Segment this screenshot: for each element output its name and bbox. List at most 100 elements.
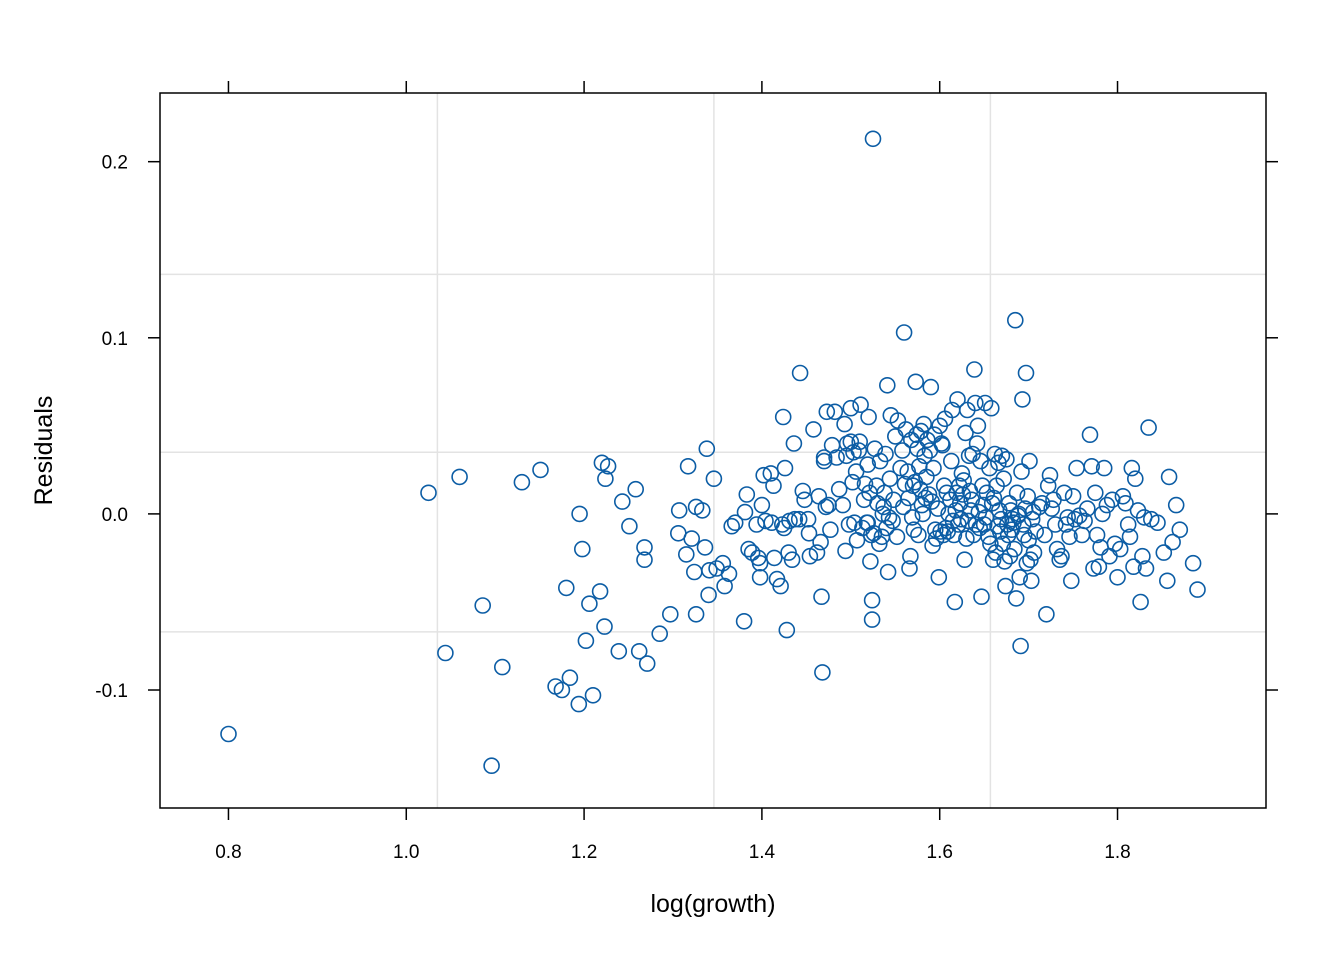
data-point-174 bbox=[910, 526, 927, 544]
data-point-126 bbox=[859, 456, 877, 473]
data-point-314 bbox=[1055, 484, 1073, 502]
data-point-360 bbox=[1167, 496, 1185, 514]
data-point-298 bbox=[1023, 510, 1041, 528]
data-point-47 bbox=[705, 470, 723, 488]
data-point-293 bbox=[1019, 487, 1036, 505]
data-point-54 bbox=[735, 612, 753, 630]
data-point-325 bbox=[1079, 500, 1096, 517]
data-point-18 bbox=[584, 686, 602, 704]
data-point-324 bbox=[1076, 512, 1093, 530]
data-point-286 bbox=[1013, 463, 1030, 480]
data-point-10 bbox=[553, 681, 571, 699]
data-point-79 bbox=[783, 551, 801, 569]
data-point-342 bbox=[1117, 494, 1134, 512]
data-point-81 bbox=[786, 510, 804, 528]
data-point-84 bbox=[794, 482, 812, 500]
data-point-200 bbox=[934, 526, 952, 544]
data-point-169 bbox=[905, 521, 923, 539]
data-point-181 bbox=[916, 447, 933, 465]
data-point-22 bbox=[597, 470, 614, 488]
data-point-301 bbox=[1027, 523, 1044, 540]
data-point-330 bbox=[1088, 526, 1106, 544]
data-point-281 bbox=[1008, 484, 1026, 502]
y-tick-label-3: 0.2 bbox=[102, 153, 128, 174]
data-point-98 bbox=[818, 403, 836, 421]
data-point-284 bbox=[1011, 568, 1029, 586]
data-point-212 bbox=[946, 593, 964, 611]
data-point-51 bbox=[720, 565, 738, 583]
data-point-295 bbox=[1021, 452, 1038, 470]
data-point-164 bbox=[901, 560, 918, 577]
x-tick-label-0: 0.8 bbox=[215, 842, 241, 863]
data-point-171 bbox=[907, 373, 925, 391]
data-point-346 bbox=[1125, 558, 1142, 576]
data-point-264 bbox=[993, 447, 1011, 465]
data-point-306 bbox=[1039, 477, 1057, 495]
data-point-55 bbox=[736, 503, 754, 521]
data-point-87 bbox=[800, 524, 818, 542]
data-point-26 bbox=[621, 517, 638, 535]
data-point-307 bbox=[1041, 466, 1059, 484]
data-point-66 bbox=[762, 465, 780, 482]
data-point-96 bbox=[815, 452, 833, 470]
data-point-97 bbox=[817, 498, 835, 516]
data-point-36 bbox=[677, 546, 695, 563]
data-point-251 bbox=[982, 535, 999, 553]
data-point-138 bbox=[870, 535, 888, 553]
data-point-100 bbox=[822, 521, 839, 539]
data-point-250 bbox=[981, 459, 998, 477]
data-point-24 bbox=[610, 642, 628, 660]
data-point-272 bbox=[1000, 494, 1018, 512]
data-point-219 bbox=[952, 510, 970, 528]
data-point-220 bbox=[953, 465, 971, 482]
data-point-154 bbox=[888, 528, 906, 546]
data-point-144 bbox=[877, 445, 894, 463]
x-tick-label-1: 1.0 bbox=[393, 842, 419, 863]
data-point-107 bbox=[837, 542, 854, 560]
data-point-187 bbox=[922, 378, 940, 396]
data-point-92 bbox=[812, 533, 829, 551]
data-point-41 bbox=[687, 605, 705, 623]
data-point-104 bbox=[830, 480, 848, 498]
data-point-11 bbox=[557, 579, 575, 597]
data-point-327 bbox=[1083, 457, 1100, 475]
x-tick-label-2: 1.2 bbox=[571, 842, 597, 863]
data-point-58 bbox=[743, 544, 761, 561]
data-point-334 bbox=[1095, 459, 1113, 477]
data-point-358 bbox=[1160, 468, 1178, 486]
data-point-68 bbox=[765, 477, 782, 495]
data-point-6 bbox=[493, 658, 511, 676]
data-point-38 bbox=[683, 530, 701, 547]
data-point-103 bbox=[828, 449, 845, 466]
data-point-151 bbox=[884, 512, 901, 530]
data-point-76 bbox=[778, 621, 796, 639]
data-point-254 bbox=[984, 551, 1002, 569]
data-point-304 bbox=[1036, 526, 1053, 544]
data-point-318 bbox=[1063, 572, 1080, 590]
data-point-37 bbox=[679, 457, 697, 475]
data-point-127 bbox=[860, 408, 877, 426]
x-tick-label-4: 1.6 bbox=[927, 842, 953, 863]
data-point-266 bbox=[995, 470, 1013, 488]
data-point-357 bbox=[1159, 572, 1176, 590]
data-point-208 bbox=[942, 452, 960, 470]
data-point-238 bbox=[969, 417, 987, 435]
data-point-165 bbox=[902, 547, 919, 565]
data-point-1 bbox=[420, 484, 437, 502]
data-point-245 bbox=[975, 516, 993, 533]
y-tick-label-0: -0.1 bbox=[95, 681, 128, 702]
data-point-194 bbox=[929, 500, 947, 517]
data-point-166 bbox=[902, 431, 920, 449]
data-point-190 bbox=[925, 459, 942, 477]
data-point-331 bbox=[1090, 558, 1108, 576]
data-point-102 bbox=[826, 403, 844, 421]
data-point-217 bbox=[950, 477, 968, 495]
data-point-53 bbox=[726, 514, 744, 532]
data-point-356 bbox=[1155, 544, 1173, 561]
data-point-297 bbox=[1023, 572, 1040, 590]
data-point-223 bbox=[956, 551, 973, 569]
data-point-214 bbox=[948, 484, 965, 502]
data-point-61 bbox=[751, 568, 769, 586]
data-point-163 bbox=[900, 489, 917, 507]
